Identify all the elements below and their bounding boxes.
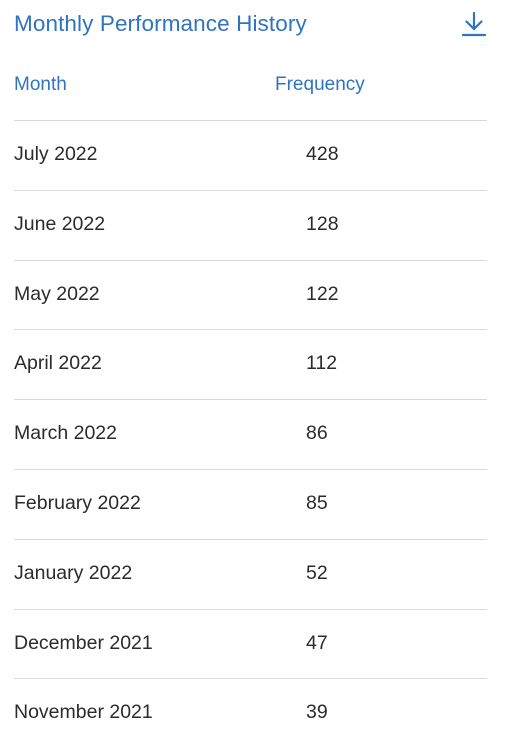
table-row: November 2021 39 — [14, 678, 487, 747]
table-row: January 2022 52 — [14, 538, 487, 609]
panel-header: Monthly Performance History — [14, 6, 487, 42]
cell-month: May 2022 — [14, 282, 100, 305]
column-header-frequency[interactable]: Frequency — [275, 74, 365, 95]
table-body: July 2022 428 June 2022 128 May 2022 122… — [14, 120, 487, 747]
cell-month: February 2022 — [14, 491, 141, 514]
cell-month: March 2022 — [14, 422, 117, 445]
cell-frequency: 85 — [306, 491, 328, 514]
table-header: Month Frequency — [14, 70, 487, 104]
cell-frequency: 86 — [306, 422, 328, 445]
table-row: March 2022 86 — [14, 399, 487, 469]
cell-month: December 2021 — [14, 631, 153, 654]
table-row: June 2022 128 — [14, 189, 487, 260]
cell-month: January 2022 — [14, 561, 133, 584]
table-row: April 2022 112 — [14, 329, 487, 399]
cell-frequency: 52 — [306, 561, 328, 584]
cell-frequency: 112 — [306, 352, 338, 375]
cell-frequency: 428 — [306, 143, 339, 165]
table-row: February 2022 85 — [14, 468, 487, 539]
cell-frequency: 122 — [306, 282, 339, 305]
column-header-month[interactable]: Month — [14, 74, 67, 95]
download-button[interactable] — [459, 9, 489, 39]
table-row: July 2022 428 — [14, 120, 487, 190]
cell-month: July 2022 — [14, 143, 98, 165]
cell-month: November 2021 — [14, 701, 153, 724]
download-icon — [461, 11, 487, 37]
table-row: May 2022 122 — [14, 259, 487, 330]
cell-frequency: 128 — [306, 212, 339, 235]
cell-frequency: 39 — [306, 701, 328, 724]
cell-month: April 2022 — [14, 352, 102, 375]
cell-frequency: 47 — [306, 631, 328, 654]
table-row: December 2021 47 — [14, 608, 487, 679]
panel-title: Monthly Performance History — [14, 11, 307, 36]
cell-month: June 2022 — [14, 212, 106, 235]
